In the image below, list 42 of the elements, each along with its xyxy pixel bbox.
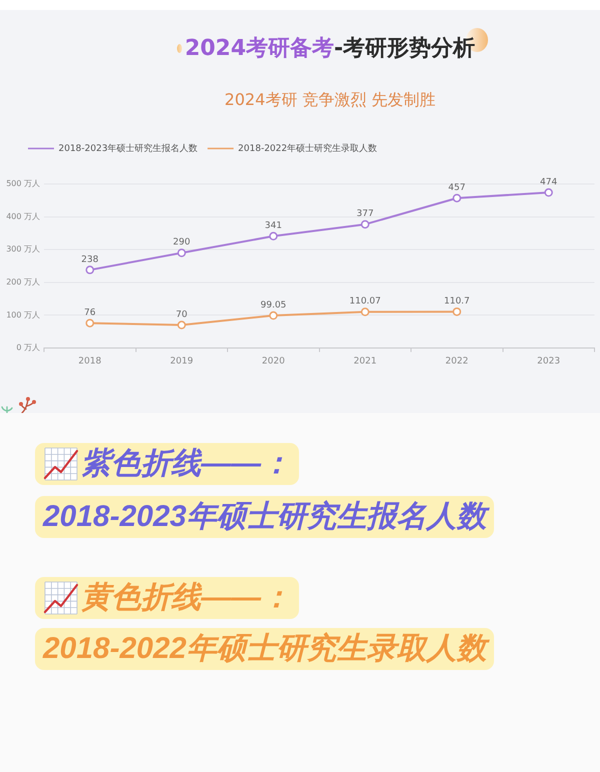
point: [269, 311, 278, 320]
data-label: 110.7: [444, 296, 470, 307]
point: [86, 266, 94, 274]
point: [452, 194, 462, 202]
highlight-box: 2018-2023年硕士研究生报名人数: [35, 496, 494, 538]
data-label: 110.07: [349, 296, 381, 307]
point: [86, 318, 94, 328]
data-label: 99.05: [260, 300, 286, 310]
chart-title: 2024考研备考-考研形势分析: [184, 36, 476, 61]
y-tick-label: 0 万人: [16, 343, 40, 352]
data-label: 457: [448, 182, 466, 193]
x-tick-label: 2018: [78, 356, 102, 367]
point: [177, 320, 186, 330]
point: [544, 188, 553, 197]
point: [177, 248, 186, 258]
y-tick-label: 400 万人: [6, 212, 40, 221]
highlight-box: 2018-2022年硕士研究生录取人数: [35, 628, 494, 670]
highlight-box: 紫色折线——：: [35, 443, 299, 485]
y-tick-label: 200 万人: [6, 277, 40, 286]
point: [360, 308, 370, 316]
legend-label: 2018-2022年硕士研究生录取人数: [238, 142, 378, 154]
point: [269, 232, 278, 240]
x-tick-label: 2023: [537, 356, 560, 367]
x-tick-label: 2019: [170, 356, 194, 367]
x-tick-label: 2022: [445, 356, 468, 367]
y-tick-label: 500 万人: [6, 179, 40, 188]
y-tick-label: 300 万人: [6, 244, 40, 254]
x-tick-label: 2020: [262, 356, 286, 367]
point: [452, 307, 462, 316]
data-label: 474: [540, 177, 558, 188]
chart-subtitle: 2024考研 竞争激烈 先发制胜: [224, 90, 436, 110]
point: [360, 220, 370, 229]
data-label: 341: [264, 220, 282, 231]
data-label: 377: [356, 209, 374, 220]
data-label: 70: [176, 310, 188, 320]
y-tick-label: 100 万人: [6, 310, 40, 320]
x-tick-label: 2021: [354, 356, 377, 367]
data-label: 290: [173, 238, 190, 248]
data-label: 238: [81, 254, 99, 265]
legend-label: 2018-2023年硕士研究生报名人数: [58, 142, 198, 154]
data-label: 76: [84, 308, 96, 318]
highlight-box: 黄色折线——：: [35, 577, 299, 619]
